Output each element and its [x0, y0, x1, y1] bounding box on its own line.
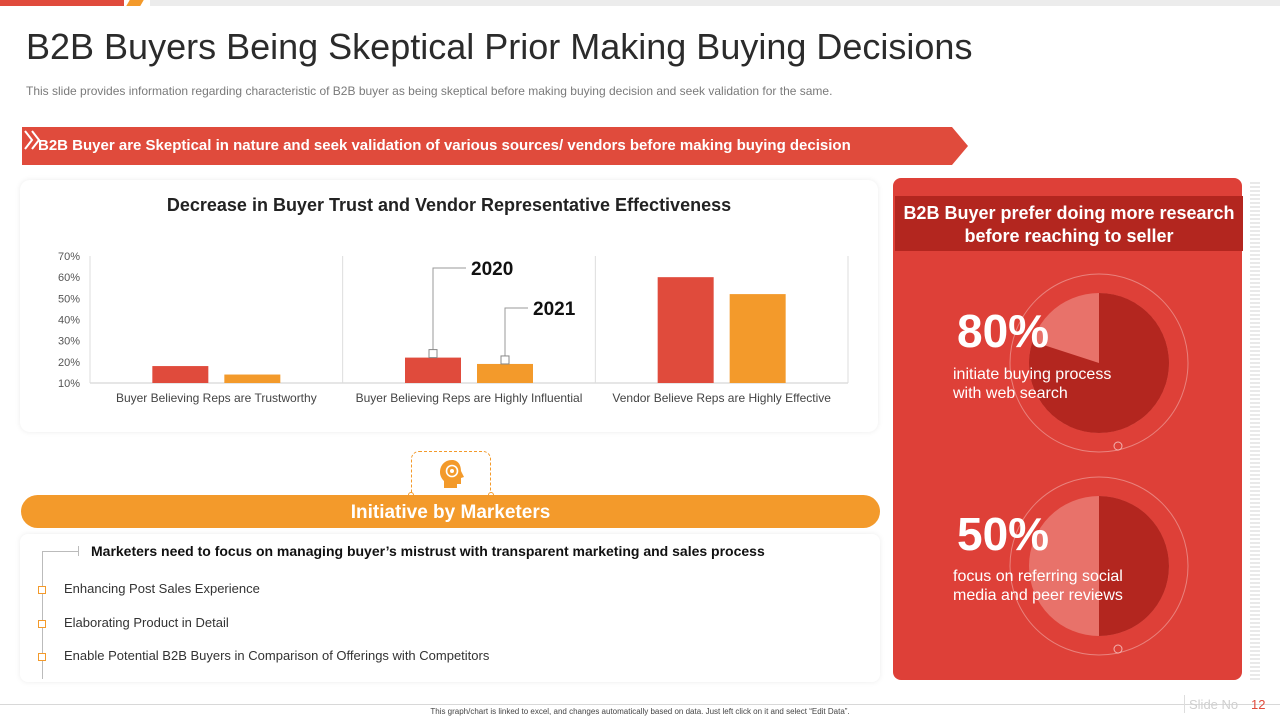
stat-label-social: focus on referring social media and peer…: [953, 568, 1123, 604]
tree-tick: [42, 551, 78, 552]
list-item-text: Enhancing Post Sales Experience: [64, 581, 260, 596]
x-category-label: Vendor Believe Reps are Highly Effective: [612, 391, 831, 405]
stat-label-web-search: initiate buying process with web search: [953, 366, 1112, 402]
slide-number: 12: [1251, 697, 1266, 712]
y-tick-label: 70%: [58, 251, 80, 263]
y-tick-label: 40%: [58, 315, 80, 327]
stat-ring-dot: [1113, 441, 1123, 451]
stat-ring: [1009, 273, 1189, 453]
slide-no-divider: [1184, 695, 1185, 713]
callout-line-2020: [432, 267, 466, 354]
top-accent-orange: [126, 0, 144, 6]
x-category-label: Buyer Believing Reps are Highly Influent…: [356, 391, 583, 405]
banner-shape: [22, 127, 968, 165]
double-chevron-right-icon: [24, 130, 41, 150]
y-tick-label: 50%: [58, 293, 80, 305]
footer-note: This graph/chart is linked to excel, and…: [430, 707, 850, 716]
footer-line: [0, 704, 1280, 705]
list-item-text: Enable Potential B2B Buyers in Compariso…: [64, 648, 490, 663]
callout-marker-2021: [500, 355, 510, 365]
slide-title: B2B Buyers Being Skeptical Prior Making …: [26, 26, 973, 67]
square-bullet-icon: [38, 620, 46, 628]
top-accent-grey: [150, 0, 1280, 6]
stat-ring-dot: [1113, 644, 1123, 654]
bar-2021: [729, 294, 786, 383]
research-panel-title: B2B Buyer prefer doing more research bef…: [903, 203, 1235, 246]
head-gear-icon: [440, 460, 464, 488]
callout-marker-2020: [428, 349, 438, 359]
stat-pies: [1009, 273, 1189, 656]
chart-card: Decrease in Buyer Trust and Vendor Repre…: [20, 180, 878, 432]
initiative-heading: Marketers need to focus on managing buye…: [91, 543, 765, 559]
y-tick-label: 10%: [58, 378, 80, 390]
square-bullet-icon: [38, 586, 46, 594]
initiative-bar: Initiative by Marketers: [21, 495, 880, 528]
stat-pie-slice: [1029, 293, 1169, 433]
tree-line: [42, 551, 43, 679]
square-bullet-icon: [38, 653, 46, 661]
side-strip: [1250, 182, 1260, 682]
bar-2021: [224, 374, 281, 383]
tree-tick-end: [78, 546, 79, 556]
y-tick-label: 20%: [58, 357, 80, 369]
slide-no-label: Slide No: [1189, 697, 1239, 712]
bar-2020: [152, 366, 209, 383]
bar-chart: 10% 20% 30% 40% 50% 60% 70% Buyer Believing Rep…: [58, 251, 849, 405]
top-accent-red: [0, 0, 124, 6]
stat-pie-slice: [1099, 496, 1169, 636]
top-accent-bar: [0, 0, 1280, 6]
stat-value-social: 50%: [957, 508, 1050, 560]
list-item-text: Elaborating Product in Detail: [64, 615, 229, 630]
initiative-list-card: [20, 534, 880, 682]
x-category-label: Buyer Believing Reps are Trustworthy: [116, 391, 317, 405]
stat-ring: [1009, 476, 1189, 656]
legend-label-2020: 2020: [471, 259, 513, 280]
bar-2021: [477, 363, 533, 383]
y-tick-label: 60%: [58, 272, 80, 284]
callout-line-2021: [504, 307, 528, 360]
skeptical-banner: B2B Buyer are Skeptical in nature and se…: [22, 127, 968, 165]
y-tick-label: 30%: [58, 336, 80, 348]
banner-text: B2B Buyer are Skeptical in nature and se…: [38, 137, 851, 154]
slide-subtitle: This slide provides information regardin…: [26, 84, 833, 98]
bar-2020: [657, 277, 714, 383]
stat-value-web-search: 80%: [957, 305, 1050, 357]
initiative-title: Initiative by Marketers: [350, 502, 551, 523]
marketer-icon-box: [408, 451, 494, 498]
bar-2020: [405, 357, 461, 383]
legend-label-2021: 2021: [533, 299, 576, 320]
chart-title: Decrease in Buyer Trust and Vendor Repre…: [166, 195, 732, 215]
research-panel-header: B2B Buyer prefer doing more research bef…: [895, 196, 1243, 251]
